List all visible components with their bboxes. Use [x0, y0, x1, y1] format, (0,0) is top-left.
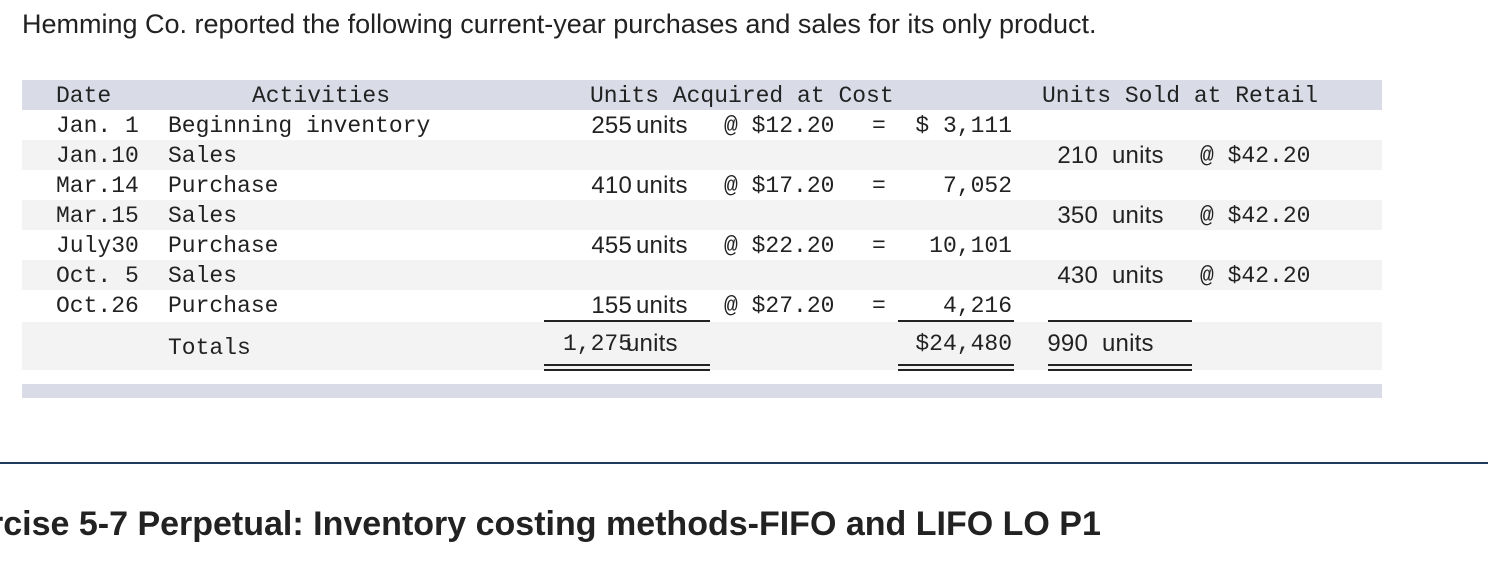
row-sold-units: 350 [1057, 202, 1098, 229]
row-acquired-total: 4,216 [942, 293, 1012, 319]
row-activity: Sales [168, 203, 238, 229]
sold-units-underline [1048, 320, 1192, 322]
row-acquired-total: 7,052 [942, 173, 1012, 199]
row-activity: Purchase [168, 293, 279, 319]
section-divider [0, 462, 1488, 464]
row-date: Mar.14 [56, 173, 139, 199]
totals-acquired-cost-double-underline [898, 364, 1014, 371]
table-row: July30 Purchase 455 units @ $22.20 = 10,… [22, 230, 1382, 260]
row-activity: Purchase [168, 173, 279, 199]
row-acquired-cost: @ $27.20 [724, 293, 835, 319]
totals-row: Totals 1,275 units $24,480 990 units [22, 322, 1382, 370]
row-acquired-units: 455 [591, 232, 632, 259]
totals-label: Totals [168, 335, 251, 361]
row-sold-unit-label: units [1112, 142, 1164, 169]
table-row: Jan.10 Sales 210 units @ $42.20 [22, 140, 1382, 170]
totals-sold-units: 990 [1047, 330, 1088, 357]
table-row: Mar.15 Sales 350 units @ $42.20 [22, 200, 1382, 230]
row-acquired-cost: @ $22.20 [724, 233, 835, 259]
table-row: Mar.14 Purchase 410 units @ $17.20 = 7,0… [22, 170, 1382, 200]
row-equals: = [872, 113, 886, 139]
row-activity: Beginning inventory [168, 113, 431, 139]
totals-acquired-unit-label: units [626, 330, 678, 357]
row-acquired-units: 255 [591, 112, 632, 139]
row-acquired-total: 10,101 [929, 233, 1012, 259]
header-date: Date [56, 83, 112, 109]
row-date: Oct. 5 [56, 263, 139, 289]
row-sold-units: 210 [1057, 142, 1098, 169]
section-heading: rcise 5-7 Perpetual: Inventory costing m… [0, 505, 1101, 543]
row-sold-unit-label: units [1112, 202, 1164, 229]
intro-text: Hemming Co. reported the following curre… [22, 9, 1097, 39]
row-acquired-unit-label: units [636, 292, 688, 319]
header-activities: Activities [252, 83, 391, 109]
row-date: July30 [56, 233, 139, 259]
table-footer-bar [22, 384, 1382, 398]
row-activity: Sales [168, 143, 238, 169]
table-row: Oct. 5 Sales 430 units @ $42.20 [22, 260, 1382, 290]
totals-acquired-units-double-underline [544, 364, 710, 371]
row-acquired-units: 410 [591, 172, 632, 199]
header-units-sold: Units Sold at Retail [1042, 83, 1319, 109]
row-sold-price: @ $42.20 [1200, 203, 1311, 229]
row-date: Mar.15 [56, 203, 139, 229]
row-acquired-total: $ 3,111 [915, 113, 1012, 139]
row-sold-unit-label: units [1112, 262, 1164, 289]
totals-sold-unit-label: units [1102, 330, 1154, 357]
table-header-row: Date Activities Units Acquired at Cost U… [22, 80, 1382, 110]
acquired-total-underline [898, 320, 1014, 322]
row-date: Oct.26 [56, 293, 139, 319]
totals-acquired-cost: $24,480 [915, 331, 1012, 357]
table-row: Jan. 1 Beginning inventory 255 units @ $… [22, 110, 1382, 140]
row-acquired-cost: @ $17.20 [724, 173, 835, 199]
acquired-units-underline [544, 320, 710, 322]
row-acquired-unit-label: units [636, 112, 688, 139]
row-sold-price: @ $42.20 [1200, 263, 1311, 289]
inventory-table: Date Activities Units Acquired at Cost U… [22, 80, 1382, 398]
totals-acquired-units: 1,275 [562, 331, 632, 357]
row-acquired-unit-label: units [636, 172, 688, 199]
totals-sold-units-double-underline [1048, 364, 1192, 371]
row-equals: = [872, 233, 886, 259]
row-equals: = [872, 173, 886, 199]
header-units-acquired: Units Acquired at Cost [590, 83, 894, 109]
row-sold-price: @ $42.20 [1200, 143, 1311, 169]
row-acquired-cost: @ $12.20 [724, 113, 835, 139]
row-acquired-unit-label: units [636, 232, 688, 259]
row-date: Jan.10 [56, 143, 139, 169]
row-acquired-units: 155 [591, 292, 632, 319]
row-activity: Purchase [168, 233, 279, 259]
row-equals: = [872, 293, 886, 319]
row-sold-units: 430 [1057, 262, 1098, 289]
row-date: Jan. 1 [56, 113, 139, 139]
row-activity: Sales [168, 263, 238, 289]
table-row: Oct.26 Purchase 155 units @ $27.20 = 4,2… [22, 290, 1382, 320]
